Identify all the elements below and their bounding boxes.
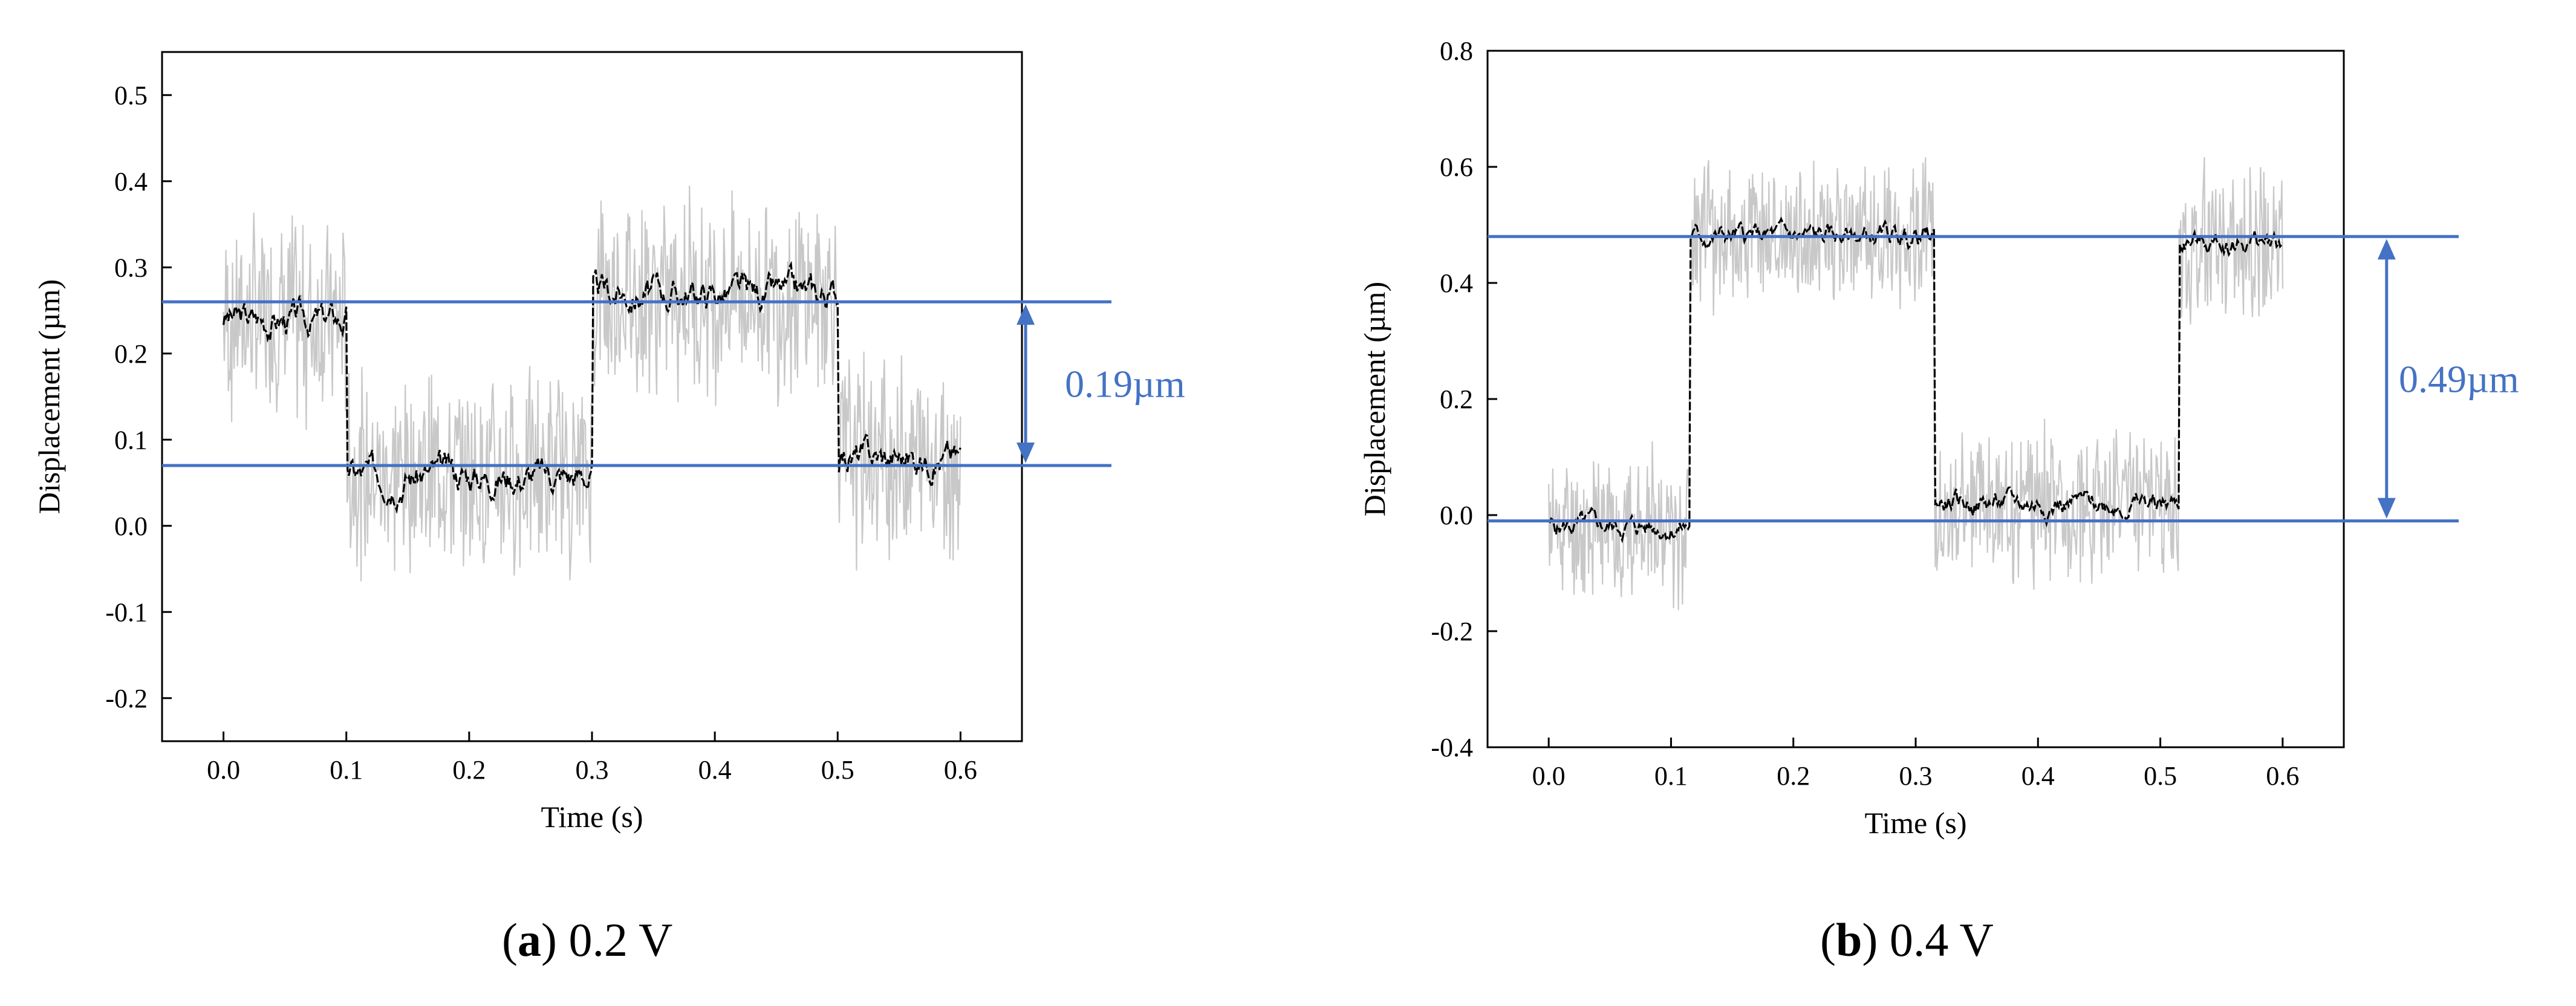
caption-b-letter: b: [1835, 914, 1862, 966]
x-tick-label: 0.6: [2266, 761, 2299, 791]
y-tick-label: 0.4: [114, 167, 148, 196]
series-raw: [223, 186, 961, 582]
difference-annotation: 0.19µm: [1065, 363, 1185, 406]
x-tick-label: 0.1: [1654, 761, 1688, 791]
y-tick-label: 0.6: [1440, 152, 1473, 182]
x-tick-label: 0.2: [1777, 761, 1810, 791]
difference-annotation: 0.49µm: [2399, 357, 2519, 400]
panel-a: 0.0 0.1 0.2 0.3 0.4 0.5 0.6 -0.2 -0.1 0.0 0.1 0.2 0.…: [32, 51, 1185, 966]
y-tick-label: 0.0: [1440, 501, 1473, 530]
x-tick-label: 0.0: [1532, 761, 1566, 791]
panel-b: 0.0 0.1 0.2 0.3 0.4 0.5 0.6 -0.4 -0.2 0.0 0.2 0.4 0.…: [1288, 0, 2576, 1006]
y-axis-title: Displacement (µm): [1358, 282, 1391, 516]
caption-b: (b) 0.4 V: [1820, 914, 1994, 966]
caption-a-text: 0.2 V: [556, 914, 673, 966]
x-tick-label: 0.6: [944, 755, 977, 785]
y-tick-label: -0.1: [105, 597, 148, 627]
caption-a: (a) 0.2 V: [502, 914, 673, 966]
x-tick-label: 0.3: [1899, 761, 1933, 791]
y-axis-title: Displacement (µm): [32, 279, 66, 514]
x-axis-title: Time (s): [541, 800, 643, 834]
series-raw: [1548, 157, 2283, 611]
y-tick-label: 0.5: [114, 80, 148, 110]
y-tick-label: -0.4: [1431, 733, 1473, 762]
y-tick-label: 0.0: [114, 511, 148, 541]
x-tick-label: 0.4: [2021, 761, 2055, 791]
y-tick-label: 0.1: [114, 425, 148, 455]
arrow-head-up: [2377, 239, 2396, 260]
plot-frame: [1486, 50, 2345, 748]
y-tick-label: 0.4: [1440, 268, 1473, 298]
arrow-head-down: [1016, 443, 1035, 463]
x-tick-label: 0.5: [2144, 761, 2177, 791]
x-tick-label: 0.2: [452, 755, 486, 785]
x-tick-label: 0.4: [698, 755, 732, 785]
y-tick-label: 0.3: [114, 253, 148, 282]
caption-b-text: 0.4 V: [1878, 914, 1994, 966]
arrow-head-up: [1016, 304, 1035, 325]
x-tick-label: 0.3: [576, 755, 609, 785]
arrow-head-down: [2377, 498, 2396, 519]
y-tick-label: 0.2: [114, 339, 148, 369]
x-tick-label: 0.1: [330, 755, 363, 785]
x-axis-title: Time (s): [1864, 806, 1966, 840]
y-tick-label: 0.8: [1440, 36, 1473, 66]
y-tick-label: -0.2: [1431, 617, 1473, 646]
chart-b: 0.0 0.1 0.2 0.3 0.4 0.5 0.6 -0.4 -0.2 0.0 0.2 0.4 0.…: [1358, 36, 2519, 840]
series-smoothed: [1548, 216, 2284, 544]
x-tick-label: 0.0: [207, 755, 240, 785]
caption-a-letter: a: [517, 914, 541, 966]
chart-a: 0.0 0.1 0.2 0.3 0.4 0.5 0.6 -0.2 -0.1 0.0 0.1 0.2 0.…: [32, 51, 1185, 834]
y-tick-label: 0.2: [1440, 385, 1473, 414]
y-tick-label: -0.2: [105, 684, 148, 713]
x-tick-label: 0.5: [821, 755, 854, 785]
